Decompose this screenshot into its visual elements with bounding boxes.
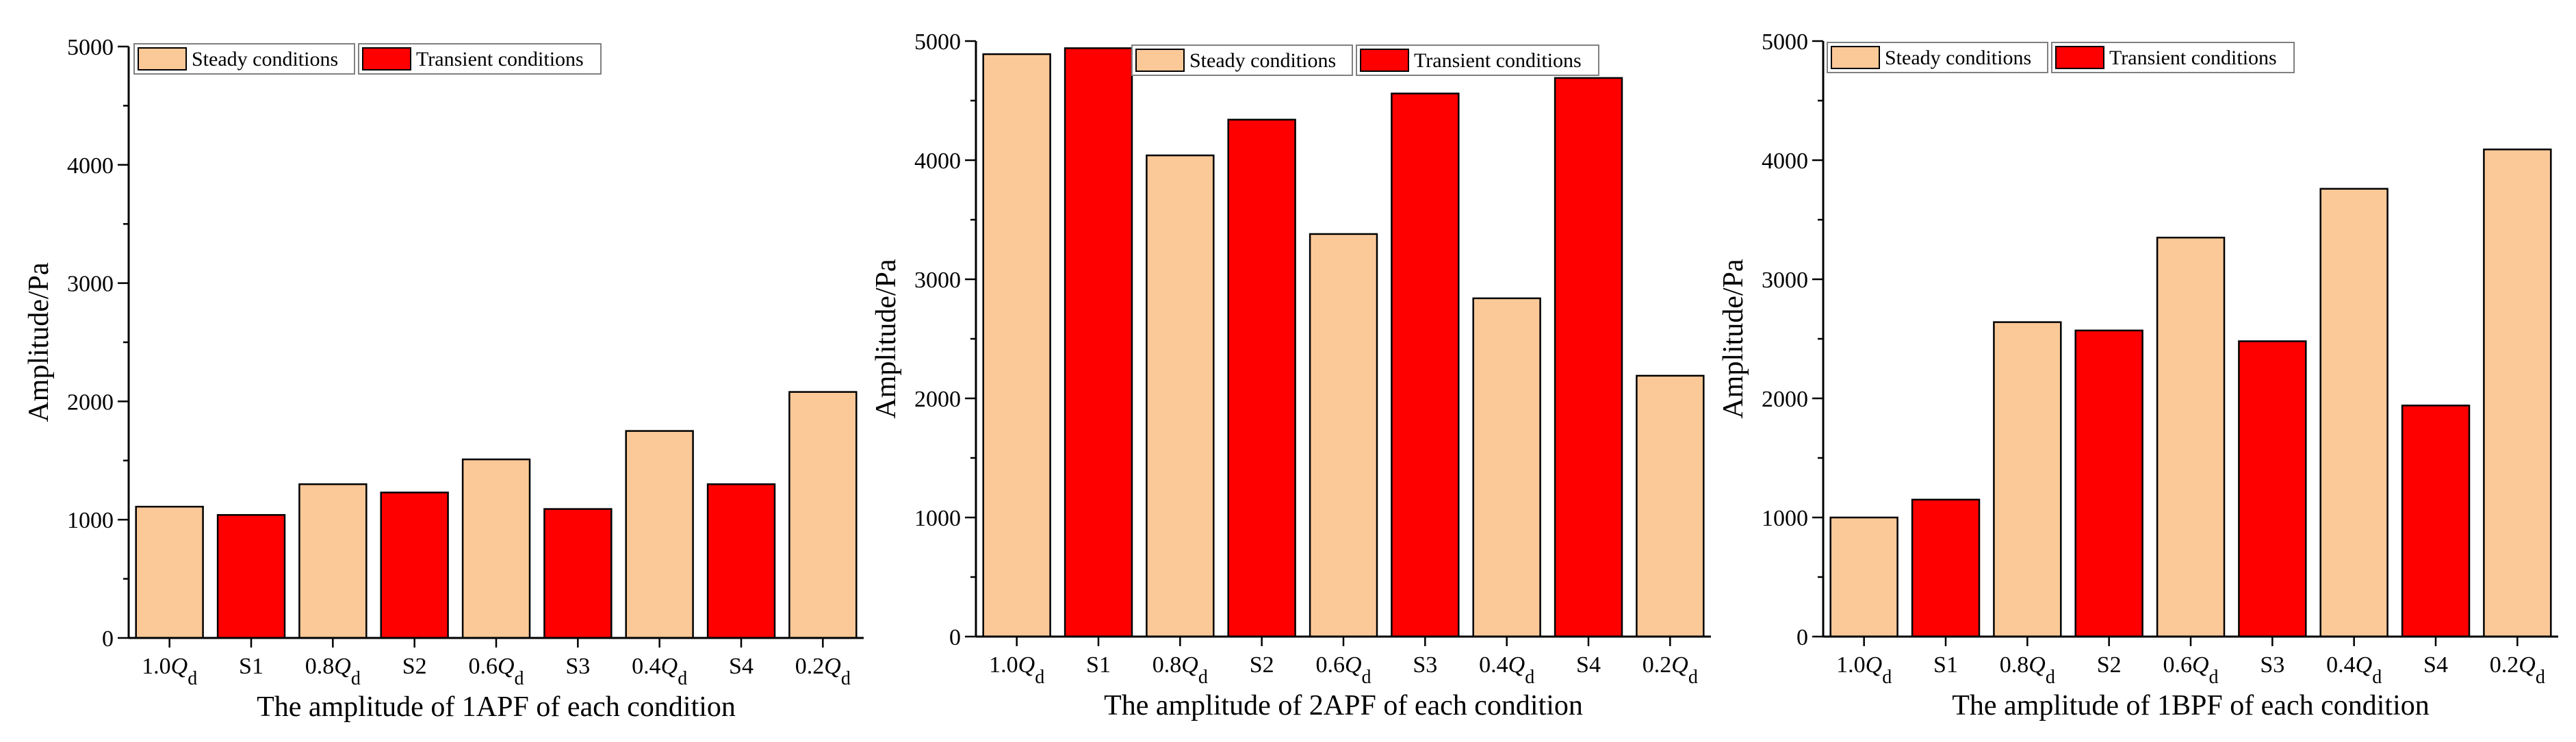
- y-tick-label: 2000: [1762, 387, 1808, 412]
- x-tick-label: 0.8Qd: [305, 654, 361, 689]
- x-tick-label: S4: [2423, 652, 2448, 678]
- bar-02q-steady: [2483, 149, 2552, 638]
- bar-02q-steady: [788, 391, 858, 639]
- bar-08q-steady: [298, 483, 368, 639]
- bar-s4-transient: [706, 483, 776, 639]
- bar-s3-transient: [2238, 340, 2307, 638]
- y-tick-label: 3000: [914, 268, 961, 293]
- y-axis-title: Amplitude/Pa: [871, 259, 902, 419]
- chart-panel-3: 0 1000 2000 3000 4000 5000 1.0Qd S1 0.8Qd S2 0.6Qd…: [1718, 29, 2558, 721]
- x-tick-label: 0.2Qd: [1643, 652, 1698, 688]
- x-tick-label: S1: [1086, 652, 1111, 678]
- legend-swatch-transient: [1360, 49, 1409, 72]
- legend: Steady conditions Transient conditions: [1131, 44, 1599, 76]
- x-tick-label: 0.8Qd: [1152, 652, 1208, 688]
- bar-s1-transient: [216, 514, 286, 639]
- x-tick-label: S1: [239, 654, 263, 679]
- x-tick-label: 0.8Qd: [2000, 652, 2055, 688]
- bar-04q-steady: [625, 430, 694, 639]
- y-axis-title: Amplitude/Pa: [1718, 259, 1749, 419]
- x-tick-label: S2: [1250, 652, 1274, 678]
- x-tick-label: S4: [729, 654, 754, 679]
- x-tick-label: S1: [1933, 652, 1958, 678]
- x-tick-label: 0.4Qd: [1479, 652, 1534, 688]
- y-tick-label: 1000: [67, 508, 114, 533]
- x-tick-label: S2: [2097, 652, 2122, 678]
- bar-s4-transient: [1554, 77, 1623, 638]
- bar-s4-transient: [2401, 405, 2471, 638]
- x-axis-title: The amplitude of 2APF of each condition: [1104, 690, 1583, 721]
- y-axis-title: Amplitude/Pa: [23, 262, 55, 422]
- legend: Steady conditions Transient conditions: [1827, 42, 2295, 73]
- chart-panel-2: 0 1000 2000 3000 4000 5000 1.0Qd S1 0.8Qd S2 0.6Qd…: [871, 29, 1711, 721]
- bar-08q-steady: [1993, 321, 2062, 638]
- legend: Steady conditions Transient conditions: [133, 43, 602, 75]
- y-tick-label: 5000: [914, 29, 961, 55]
- x-tick-label: 1.0Qd: [142, 654, 197, 689]
- legend-label-transient: Transient conditions: [1414, 49, 1582, 72]
- x-tick-label: 0.6Qd: [2163, 652, 2218, 688]
- x-tick-label: 1.0Qd: [989, 652, 1044, 688]
- bar-06q-steady: [2156, 236, 2226, 638]
- bar-04q-steady: [1472, 297, 1541, 638]
- x-tick-label: 0.4Qd: [2326, 652, 2382, 688]
- legend-swatch-steady: [138, 47, 187, 71]
- x-axis-title: The amplitude of 1BPF of each condition: [1952, 690, 2430, 721]
- y-tick-label: 3000: [1762, 268, 1808, 293]
- y-tick-label: 0: [102, 626, 114, 652]
- y-tick-label: 3000: [67, 272, 114, 297]
- bar-10q-steady: [1829, 516, 1898, 638]
- x-tick-label: 0.6Qd: [468, 654, 524, 689]
- y-tick-label: 5000: [1762, 29, 1808, 55]
- y-tick-label: 5000: [67, 35, 114, 60]
- legend-swatch-steady: [1135, 49, 1185, 72]
- x-tick-label: 0.6Qd: [1315, 652, 1371, 688]
- legend-swatch-transient: [2055, 46, 2104, 69]
- x-tick-label: S4: [1576, 652, 1601, 678]
- x-tick-label: 0.2Qd: [795, 654, 851, 689]
- y-tick-label: 1000: [1762, 506, 1808, 531]
- x-tick-label: 0.2Qd: [2490, 652, 2545, 688]
- legend-swatch-transient: [362, 47, 411, 71]
- bar-06q-steady: [461, 458, 531, 639]
- bar-s3-transient: [543, 508, 613, 639]
- x-tick-label: 0.4Qd: [632, 654, 687, 689]
- y-tick-label: 2000: [67, 389, 114, 415]
- chart-panel-1: 0 1000 2000 3000 4000 5000 1.0Qd S1 0.8Qd S2 0.6Qd…: [23, 35, 864, 723]
- legend-swatch-steady: [1831, 46, 1880, 69]
- legend-label-steady: Steady conditions: [1189, 49, 1336, 72]
- bar-08q-steady: [1146, 154, 1215, 638]
- x-tick-label: S3: [1413, 652, 1437, 678]
- bar-06q-steady: [1309, 233, 1378, 638]
- bar-s3-transient: [1391, 92, 1460, 638]
- x-tick-label: 1.0Qd: [1836, 652, 1892, 688]
- y-tick-label: 1000: [914, 506, 961, 531]
- x-tick-label: S3: [565, 654, 590, 679]
- legend-label-transient: Transient conditions: [416, 48, 584, 71]
- bar-s2-transient: [2074, 329, 2143, 638]
- y-tick-label: 4000: [914, 149, 961, 174]
- bar-s1-transient: [1911, 498, 1981, 638]
- bar-s1-transient: [1064, 47, 1133, 638]
- bar-s2-transient: [1227, 118, 1296, 638]
- bar-04q-steady: [2319, 188, 2388, 638]
- legend-label-steady: Steady conditions: [1885, 47, 2031, 69]
- legend-label-transient: Transient conditions: [2109, 47, 2277, 69]
- y-tick-label: 2000: [914, 387, 961, 412]
- x-tick-label: S3: [2260, 652, 2284, 678]
- bar-s2-transient: [380, 491, 449, 639]
- y-tick-label: 4000: [1762, 149, 1808, 174]
- bar-02q-steady: [1636, 374, 1705, 638]
- bar-10q-steady: [135, 505, 204, 639]
- y-tick-label: 0: [949, 625, 961, 650]
- x-tick-label: S2: [402, 654, 427, 679]
- y-tick-label: 0: [1796, 625, 1808, 650]
- x-axis-title: The amplitude of 1APF of each condition: [257, 691, 736, 723]
- legend-label-steady: Steady conditions: [192, 48, 338, 71]
- bar-10q-steady: [982, 53, 1051, 638]
- y-tick-label: 4000: [67, 153, 114, 179]
